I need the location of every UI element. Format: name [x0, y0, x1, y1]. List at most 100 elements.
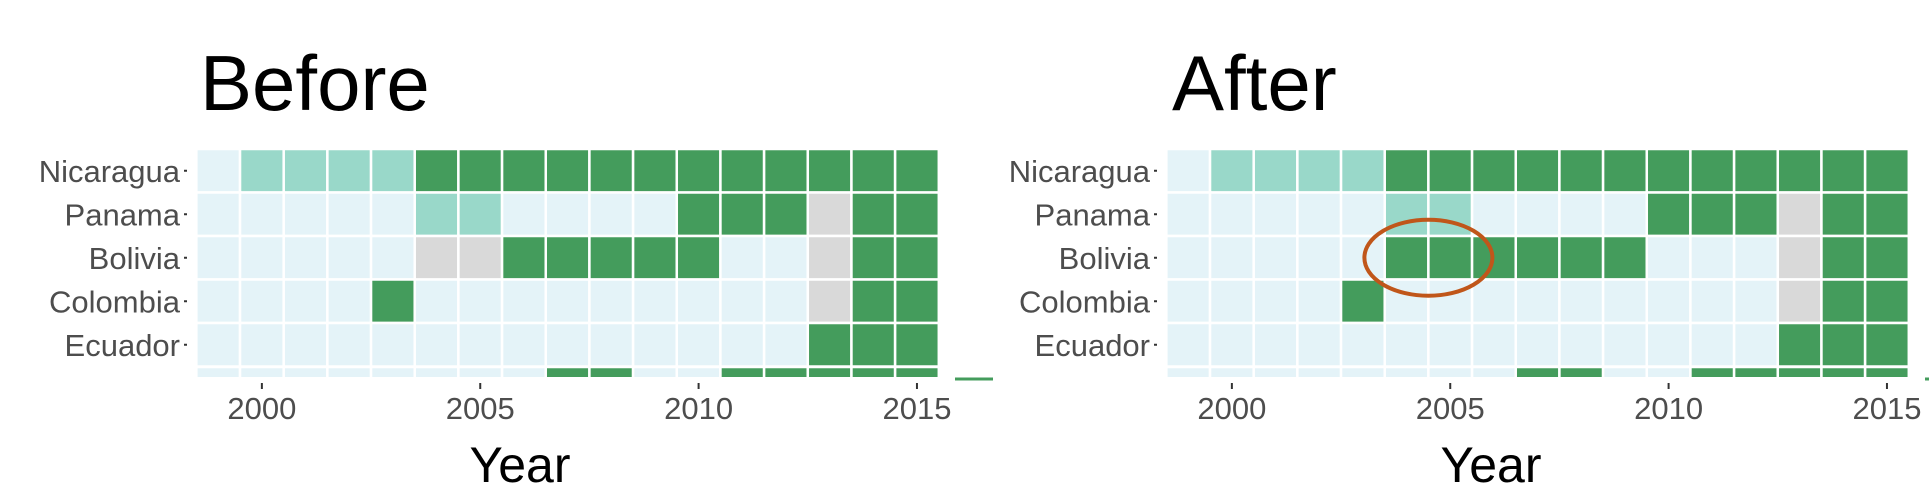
before-cell-ecuador-2015: [893, 321, 941, 368]
before-cell-nicaragua-2008: [588, 147, 635, 194]
before-panel: Before Nicaragua Panama Bolivia Colombia Ecu…: [39, 39, 993, 493]
after-strip-mask: [1158, 377, 1929, 387]
after-cell-colombia-2009: [1601, 278, 1649, 325]
before-cell-panama-2010: [675, 191, 722, 238]
before-cell-bolivia-2005: [457, 234, 504, 281]
before-ylabel-ecuador: Ecuador: [65, 328, 180, 363]
before-cell-nicaragua-2001: [282, 147, 329, 194]
after-cell-panama-2014: [1820, 191, 1867, 238]
before-cell-panama-2012: [762, 191, 810, 238]
after-cell-panama-2001: [1252, 191, 1299, 238]
after-annotation: [1362, 217, 1495, 298]
before-cell-ecuador-2002: [326, 321, 373, 368]
before-xlabel-2015: 2015: [882, 391, 951, 426]
before-cell-panama-2014: [850, 191, 897, 238]
after-ylabel-panama: Panama: [1035, 197, 1151, 232]
before-cell-colombia-2011: [719, 278, 766, 325]
before-x-axis: 2000 2005 2010 2015: [227, 383, 951, 426]
after-cell-ecuador-2005: [1427, 321, 1474, 368]
before-cell-bolivia-2002: [326, 234, 373, 281]
after-cell-bolivia-2002: [1296, 234, 1343, 281]
before-cell-colombia-1999: [195, 278, 242, 325]
after-panel: After Nicaragua Panama Bolivia Colombia Ecua…: [1009, 39, 1929, 493]
before-cell-bolivia-2010: [675, 234, 722, 281]
before-cell-panama-2002: [326, 191, 373, 238]
before-cell-nicaragua-2005: [457, 147, 504, 194]
after-cell-ecuador-2003: [1339, 321, 1386, 368]
before-cell-nicaragua-2002: [326, 147, 373, 194]
after-ylabel-nicaragua: Nicaragua: [1009, 154, 1151, 189]
before-cell-ecuador-2013: [806, 321, 853, 368]
before-cell-ecuador-2004: [413, 321, 460, 368]
after-cell-colombia-2002: [1296, 278, 1343, 325]
before-cell-nicaragua-2012: [762, 147, 810, 194]
after-x-axis-title: Year: [1440, 437, 1541, 493]
before-cell-ecuador-2006: [500, 321, 547, 368]
before-cell-bolivia-2004: [413, 234, 460, 281]
after-cell-nicaragua-2006: [1470, 147, 1517, 194]
before-cell-bolivia-2000: [238, 234, 285, 281]
after-xlabel-2010: 2010: [1634, 391, 1703, 426]
after-cell-bolivia-2011: [1689, 234, 1736, 281]
after-cell-ecuador-2004: [1383, 321, 1430, 368]
after-cell-panama-2003: [1339, 191, 1386, 238]
before-cell-nicaragua-1999: [195, 147, 242, 194]
before-cell-panama-2007: [544, 191, 591, 238]
before-y-axis: Nicaragua Panama Bolivia Colombia Ecuador: [39, 154, 187, 363]
after-cell-colombia-2001: [1252, 278, 1299, 325]
after-cell-bolivia-2013: [1776, 234, 1823, 281]
before-cell-panama-2013: [806, 191, 853, 238]
after-cell-bolivia-2004: [1383, 234, 1430, 281]
before-cell-colombia-2004: [413, 278, 460, 325]
after-cell-bolivia-2009: [1601, 234, 1649, 281]
after-cell-bolivia-2015: [1863, 234, 1911, 281]
before-ylabel-panama: Panama: [65, 197, 181, 232]
after-cell-nicaragua-2004: [1383, 147, 1430, 194]
after-cell-nicaragua-2010: [1645, 147, 1692, 194]
after-cell-nicaragua-2000: [1208, 147, 1255, 194]
before-cell-ecuador-2008: [588, 321, 635, 368]
before-cell-panama-2009: [631, 191, 679, 238]
before-cell-panama-2003: [369, 191, 416, 238]
after-cell-colombia-2014: [1820, 278, 1867, 325]
after-cell-panama-2005: [1427, 191, 1474, 238]
after-cell-colombia-2000: [1208, 278, 1255, 325]
after-xlabel-2005: 2005: [1416, 391, 1485, 426]
before-cell-bolivia-2012: [762, 234, 810, 281]
before-cell-colombia-2014: [850, 278, 897, 325]
before-cell-panama-2000: [238, 191, 285, 238]
after-cell-bolivia-2012: [1732, 234, 1780, 281]
before-cell-nicaragua-2006: [500, 147, 547, 194]
after-cell-ecuador-2006: [1470, 321, 1517, 368]
after-cell-colombia-2003: [1339, 278, 1386, 325]
after-cell-bolivia-2000: [1208, 234, 1255, 281]
before-panel-title: Before: [200, 39, 430, 127]
after-cell-colombia-2012: [1732, 278, 1780, 325]
after-x-axis: 2000 2005 2010 2015: [1197, 383, 1921, 426]
after-cell-bolivia-2003: [1339, 234, 1386, 281]
after-cell-nicaragua-2013: [1776, 147, 1823, 194]
before-cell-colombia-2006: [500, 278, 547, 325]
after-cell-panama-2006: [1470, 191, 1517, 238]
before-cell-colombia-2001: [282, 278, 329, 325]
before-cell-panama-1999: [195, 191, 242, 238]
after-cell-nicaragua-2015: [1863, 147, 1911, 194]
after-cell-panama-2010: [1645, 191, 1692, 238]
after-cell-bolivia-2007: [1514, 234, 1561, 281]
after-cell-ecuador-2008: [1558, 321, 1605, 368]
before-cell-bolivia-2006: [500, 234, 547, 281]
after-cell-nicaragua-2002: [1296, 147, 1343, 194]
before-cell-panama-2004: [413, 191, 460, 238]
before-heatmap-cells: [188, 147, 993, 387]
after-ylabel-colombia: Colombia: [1019, 284, 1151, 319]
after-cell-colombia-2015: [1863, 278, 1911, 325]
before-cell-nicaragua-2000: [238, 147, 285, 194]
after-cell-panama-1999: [1165, 191, 1212, 238]
before-cell-bolivia-2009: [631, 234, 679, 281]
before-cell-ecuador-2000: [238, 321, 285, 368]
before-xlabel-2000: 2000: [227, 391, 296, 426]
after-cell-panama-2004: [1383, 191, 1430, 238]
before-cell-nicaragua-2014: [850, 147, 897, 194]
before-cell-panama-2015: [893, 191, 941, 238]
